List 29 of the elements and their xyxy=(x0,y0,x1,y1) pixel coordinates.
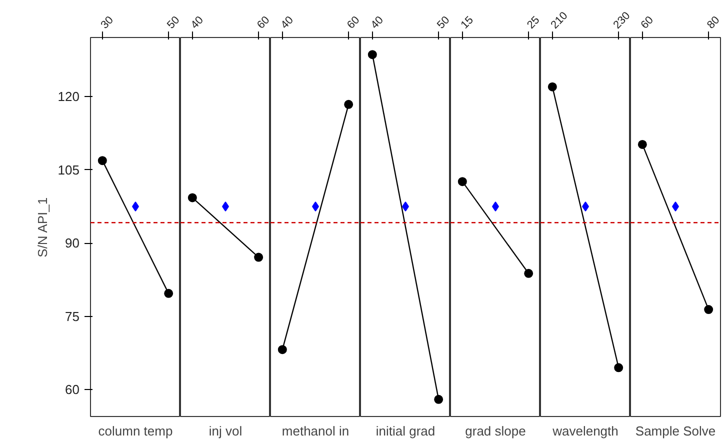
x-axis-title: inj vol xyxy=(208,424,242,438)
x-tick-label: 40 xyxy=(368,14,386,32)
x-tick-label: 60 xyxy=(255,14,272,32)
y-tick-label: 90 xyxy=(65,236,80,251)
x-tick-label: 230 xyxy=(611,10,633,32)
x-tick-label: 15 xyxy=(458,14,476,32)
x-tick-label: 30 xyxy=(98,14,116,32)
x-axis-title: Sample Solve xyxy=(635,424,716,438)
x-axis-title: initial grad xyxy=(376,424,436,438)
point xyxy=(164,288,174,298)
y-tick-label: 75 xyxy=(65,308,80,324)
x-axis-title: methanol in xyxy=(282,424,350,438)
x-tick-label: 60 xyxy=(345,14,362,32)
x-tick-label: 50 xyxy=(435,14,452,32)
y-tick-label: 60 xyxy=(65,382,80,398)
y-tick-label: 105 xyxy=(58,162,80,178)
x-axis-title: column temp xyxy=(98,424,173,438)
x-tick-label: 40 xyxy=(278,14,296,32)
x-axis-title: grad slope xyxy=(465,424,526,438)
x-tick-label: 50 xyxy=(165,14,182,32)
x-tick-label: 80 xyxy=(705,14,722,32)
point xyxy=(98,156,107,166)
x-axis-title: wavelength xyxy=(552,424,618,438)
y-tick-label: 120 xyxy=(58,89,80,104)
y-axis-title: S/N API_1 xyxy=(34,197,50,258)
x-tick-label: 60 xyxy=(638,14,656,32)
x-tick-label: 25 xyxy=(525,14,542,32)
x-tick-label: 40 xyxy=(188,14,206,32)
x-tick-label: 210 xyxy=(548,10,570,32)
